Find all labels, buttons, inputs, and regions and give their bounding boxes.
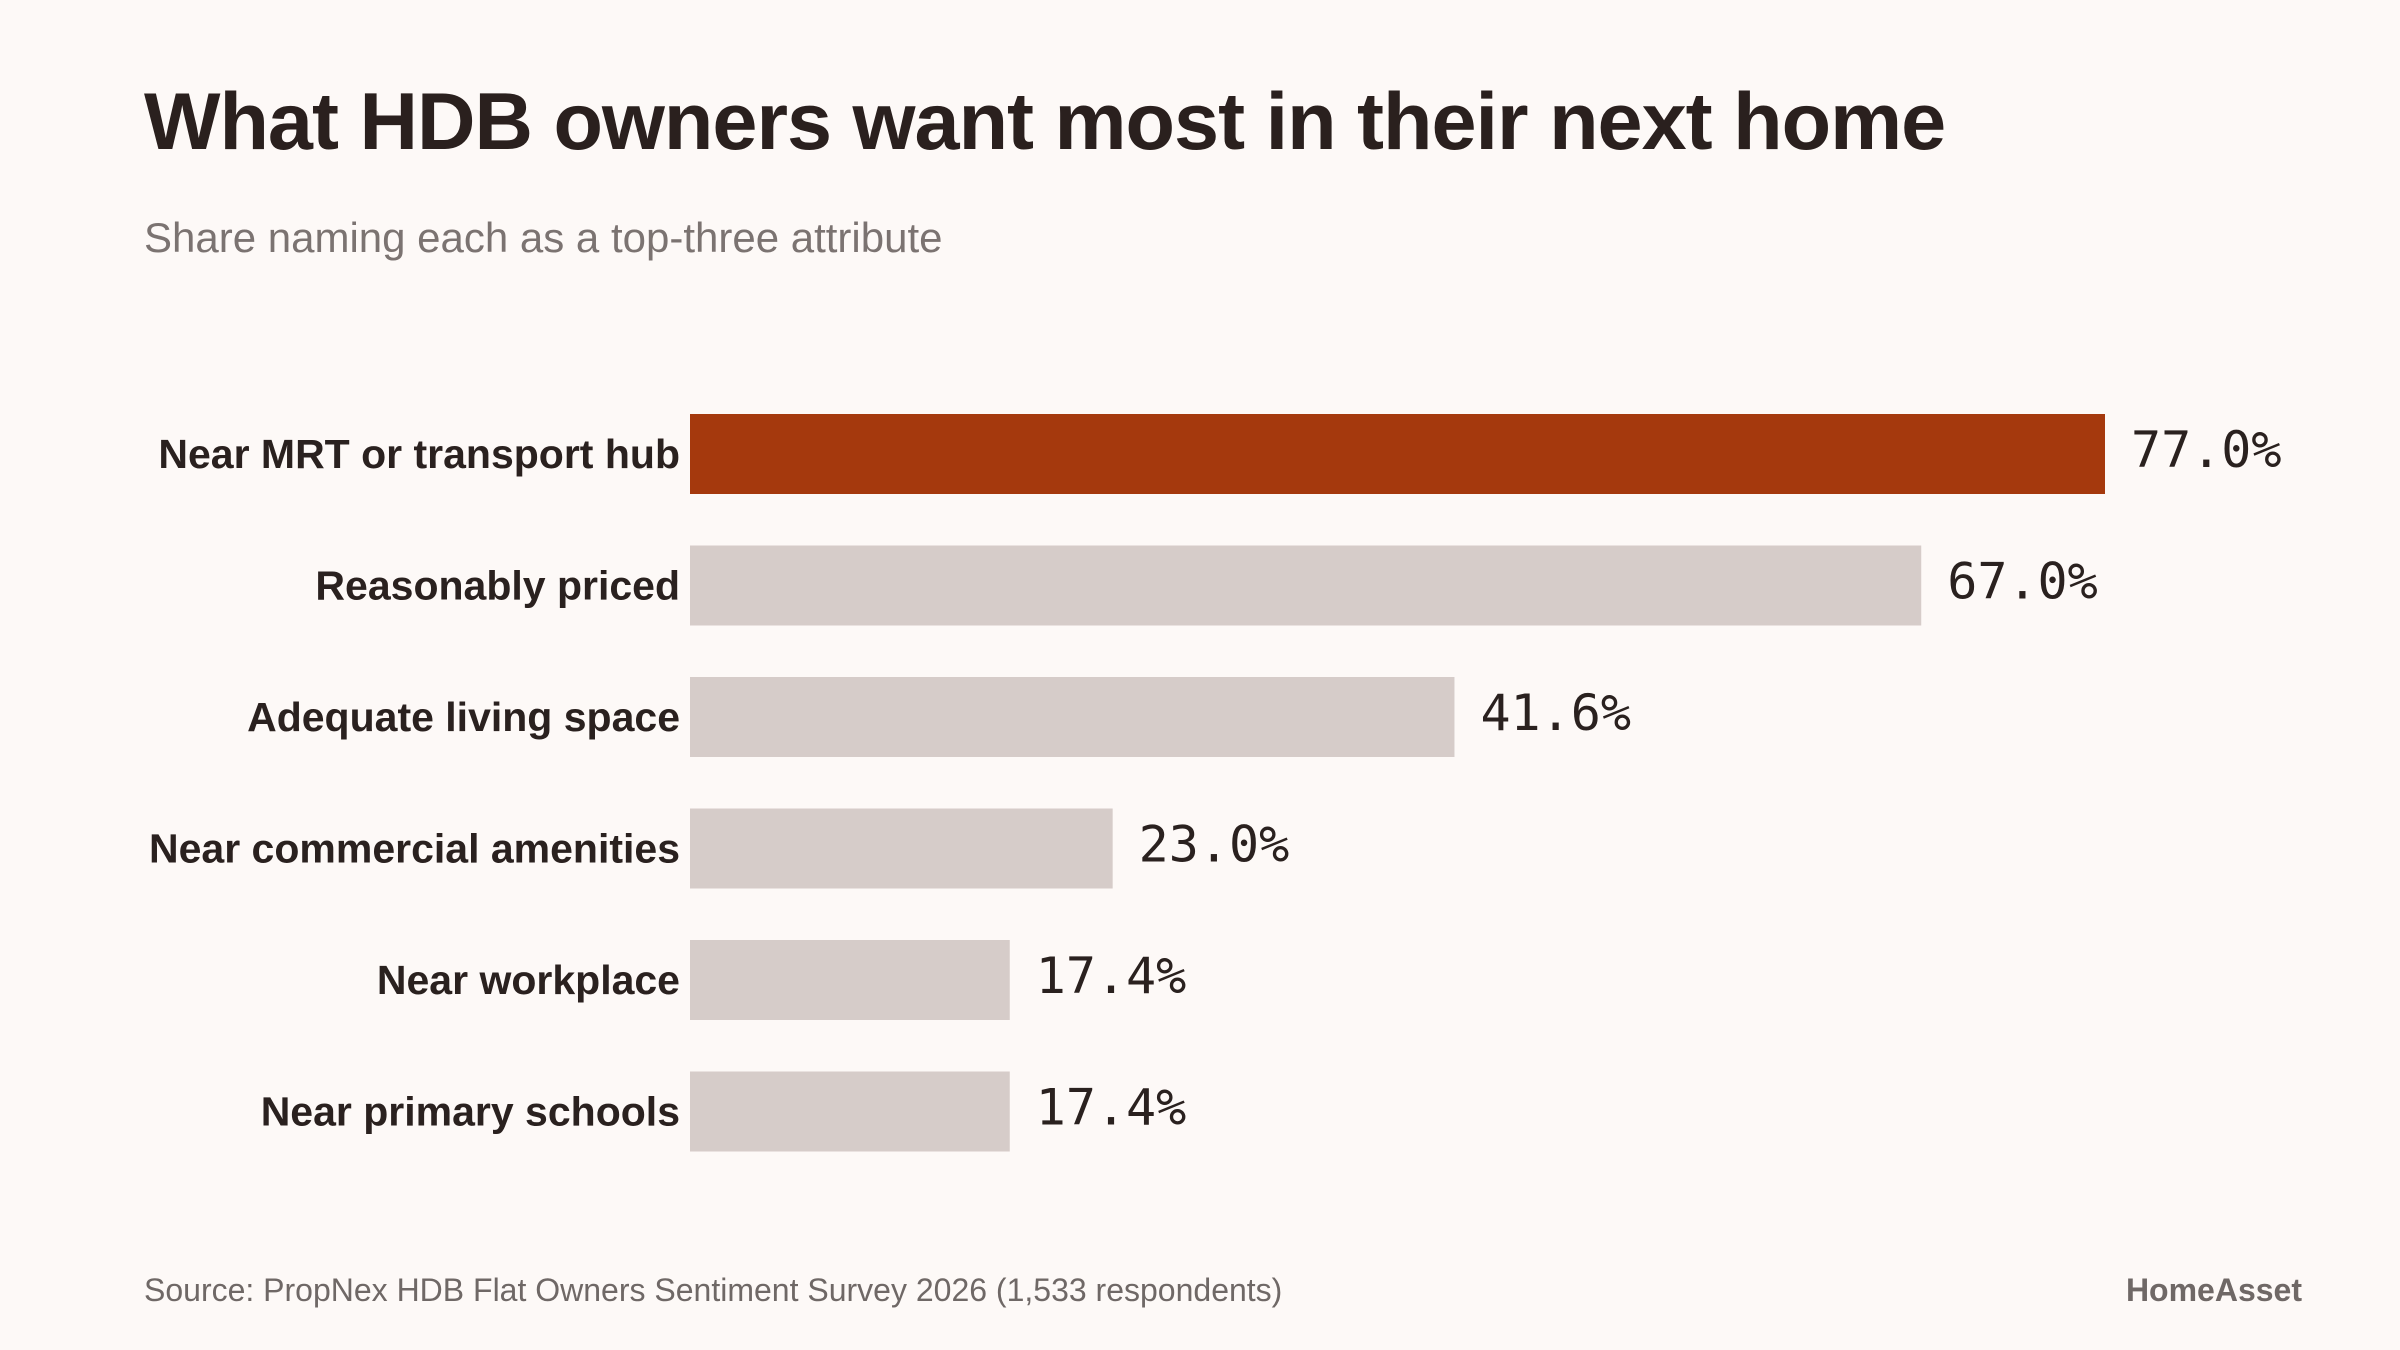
bar-3 <box>690 808 1113 889</box>
bar-0 <box>690 414 2105 494</box>
chart-subtitle: Share naming each as a top-three attribu… <box>144 214 943 261</box>
value-label-5: 17.4% <box>1036 1079 1187 1137</box>
category-label-5: Near primary schools <box>261 1089 680 1135</box>
value-label-4: 17.4% <box>1036 947 1187 1005</box>
chart-title: What HDB owners want most in their next … <box>144 77 1946 167</box>
brand-logo-text: HomeAsset <box>2125 1272 2302 1308</box>
category-label-3: Near commercial amenities <box>149 826 680 872</box>
source-note: Source: PropNex HDB Flat Owners Sentimen… <box>144 1272 1283 1308</box>
bar-5 <box>690 1071 1010 1152</box>
bar-1 <box>690 545 1922 626</box>
bar-2 <box>690 677 1455 757</box>
value-label-1: 67.0% <box>1947 553 2098 611</box>
category-label-1: Reasonably priced <box>315 563 680 609</box>
category-label-2: Adequate living space <box>247 694 680 740</box>
value-label-0: 77.0% <box>2131 421 2282 479</box>
bar-4 <box>690 940 1010 1020</box>
value-label-3: 23.0% <box>1139 816 1290 874</box>
category-label-0: Near MRT or transport hub <box>158 431 680 477</box>
value-label-2: 41.6% <box>1480 684 1631 742</box>
category-label-4: Near workplace <box>377 957 680 1003</box>
